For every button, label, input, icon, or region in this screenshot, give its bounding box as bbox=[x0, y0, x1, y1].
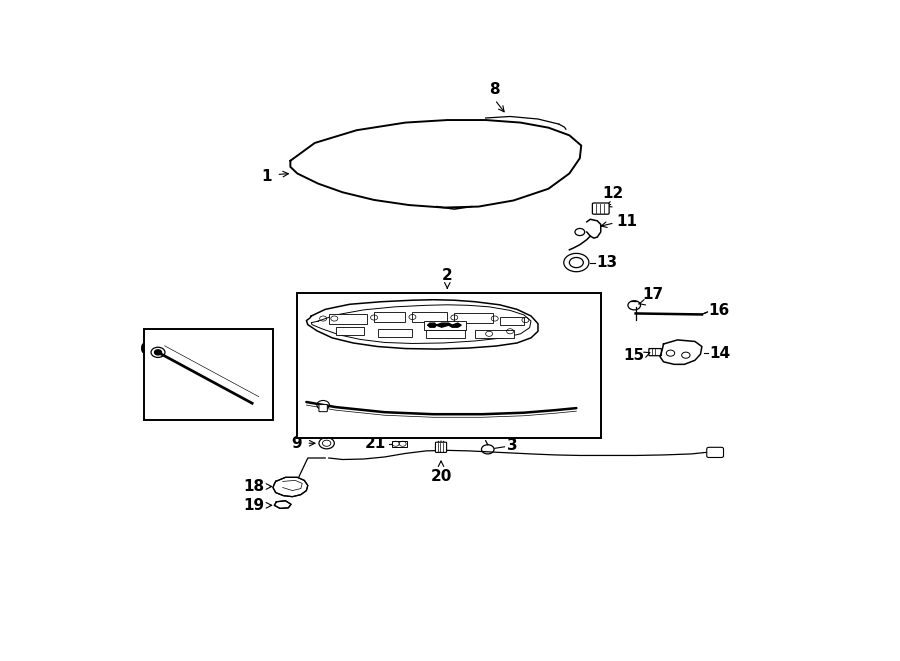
Bar bbox=[424, 321, 466, 330]
Polygon shape bbox=[428, 323, 461, 327]
Bar bbox=[374, 313, 405, 322]
Bar bbox=[144, 329, 273, 420]
Text: 3: 3 bbox=[507, 438, 517, 453]
Bar bbox=[297, 293, 601, 438]
Text: 7: 7 bbox=[172, 400, 183, 415]
Bar bbox=[328, 315, 367, 324]
Bar bbox=[427, 330, 464, 338]
Text: 5: 5 bbox=[328, 415, 339, 430]
Text: 1: 1 bbox=[261, 169, 272, 184]
Text: 16: 16 bbox=[708, 303, 729, 319]
FancyBboxPatch shape bbox=[319, 405, 328, 412]
Bar bbox=[392, 441, 407, 447]
Bar bbox=[412, 313, 447, 322]
Text: 6: 6 bbox=[140, 342, 151, 356]
Text: 13: 13 bbox=[597, 255, 617, 270]
Bar bbox=[475, 330, 514, 338]
Bar bbox=[378, 329, 412, 337]
Bar bbox=[336, 327, 364, 335]
FancyBboxPatch shape bbox=[649, 348, 662, 356]
Text: 18: 18 bbox=[243, 479, 265, 494]
Text: 4: 4 bbox=[472, 415, 482, 430]
Text: 19: 19 bbox=[243, 498, 265, 513]
Text: 10: 10 bbox=[430, 422, 452, 437]
FancyBboxPatch shape bbox=[592, 203, 609, 214]
Circle shape bbox=[155, 350, 161, 355]
Text: 8: 8 bbox=[490, 82, 500, 97]
FancyBboxPatch shape bbox=[436, 442, 446, 452]
Text: 20: 20 bbox=[430, 469, 452, 484]
Text: 11: 11 bbox=[616, 214, 637, 229]
Text: 14: 14 bbox=[709, 346, 731, 361]
Text: 17: 17 bbox=[643, 288, 663, 302]
Bar bbox=[500, 317, 524, 325]
Text: 15: 15 bbox=[623, 348, 644, 363]
Text: 9: 9 bbox=[292, 436, 302, 451]
Text: 21: 21 bbox=[364, 436, 386, 451]
Polygon shape bbox=[274, 501, 291, 508]
Polygon shape bbox=[273, 477, 308, 496]
Text: 12: 12 bbox=[603, 186, 624, 202]
FancyBboxPatch shape bbox=[706, 447, 724, 457]
Text: 2: 2 bbox=[442, 268, 453, 283]
Bar bbox=[454, 313, 492, 323]
